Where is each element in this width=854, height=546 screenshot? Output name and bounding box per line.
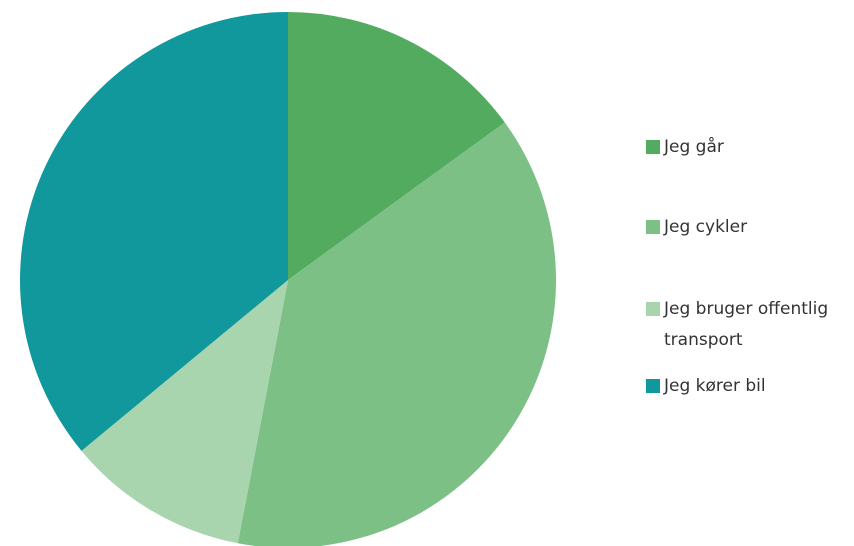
legend-swatch — [646, 379, 660, 393]
legend-label: Jeg bruger offentlig transport — [664, 299, 829, 350]
legend-item: Jeg kører bil — [646, 371, 854, 402]
legend-swatch — [646, 220, 660, 234]
pie-slice — [81, 280, 289, 544]
legend-label: Jeg cykler — [664, 217, 748, 237]
pie-slice — [237, 122, 556, 546]
legend-label: Jeg går — [664, 137, 724, 157]
legend-label: Jeg kører bil — [664, 376, 766, 396]
pie-slice — [288, 12, 505, 280]
legend-item: Jeg går — [646, 132, 854, 163]
pie-slice — [20, 12, 289, 451]
legend-item: Jeg cykler — [646, 212, 854, 243]
legend-swatch — [646, 302, 660, 316]
legend-item: Jeg bruger offentlig transport — [646, 294, 854, 356]
legend-swatch — [646, 140, 660, 154]
